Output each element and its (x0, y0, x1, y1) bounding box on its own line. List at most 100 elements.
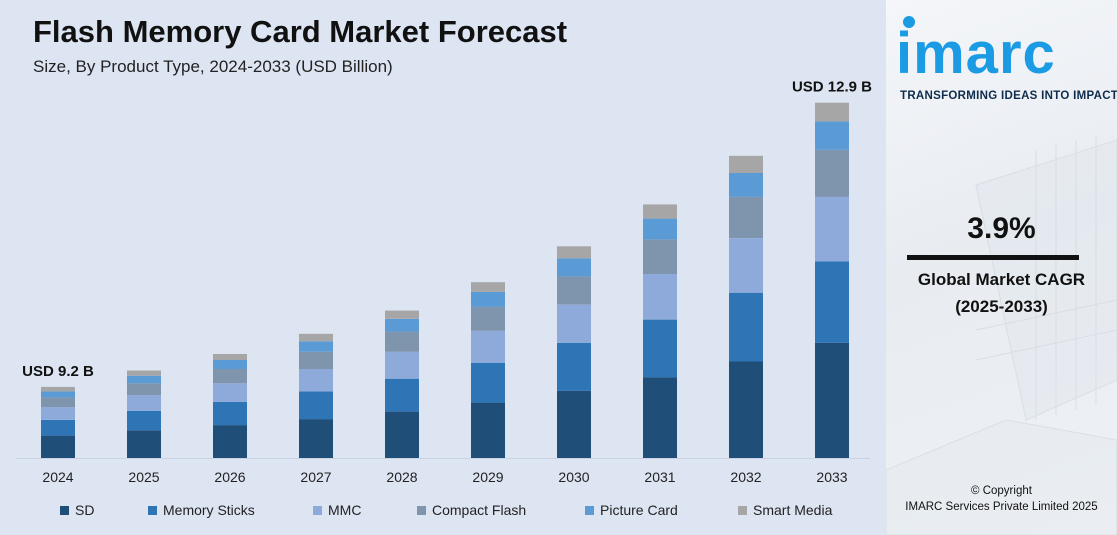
bar-segment-picture-card-2031 (643, 218, 677, 240)
bar-segment-sd-2032 (729, 361, 763, 458)
bar-segment-memory-sticks-2024 (41, 419, 75, 436)
cagr-label: Global Market CAGR (917, 270, 1086, 289)
bar-segment-memory-sticks-2025 (127, 410, 161, 431)
legend-label: SD (75, 502, 95, 518)
bar-segment-memory-sticks-2029 (471, 363, 505, 403)
bar-segment-smart-media-2031 (643, 204, 677, 219)
bar-segment-compact-flash-2032 (729, 196, 763, 238)
bar-segment-picture-card-2027 (299, 341, 333, 352)
legend-item-picture-card: Picture Card (585, 500, 678, 520)
x-tick-label-2026: 2026 (214, 469, 245, 485)
legend-item-mmc: MMC (313, 500, 361, 520)
bar-segment-smart-media-2033 (815, 102, 849, 122)
chart-panel: Flash Memory Card Market Forecast Size, … (0, 0, 886, 535)
bar-segment-smart-media-2028 (385, 310, 419, 319)
bar-segment-smart-media-2029 (471, 282, 505, 292)
chart-legend: SD Memory Sticks MMC Compact Flash Picture C… (0, 500, 886, 522)
bar-segment-sd-2024 (41, 435, 75, 458)
x-tick-label-2033: 2033 (816, 469, 847, 485)
bar-segment-sd-2033 (815, 342, 849, 458)
value-annotation-2033: USD 12.9 B (792, 79, 872, 96)
bar-segment-picture-card-2030 (557, 258, 591, 277)
bar-segment-mmc-2031 (643, 274, 677, 320)
legend-swatch (313, 505, 322, 515)
x-tick-label-2027: 2027 (300, 469, 331, 485)
legend-label: MMC (328, 502, 362, 518)
bar-segment-memory-sticks-2032 (729, 292, 763, 362)
bar-segment-memory-sticks-2028 (385, 378, 419, 412)
legend-label: Memory Sticks (163, 502, 255, 518)
bar-segment-smart-media-2030 (557, 246, 591, 259)
bar-segment-picture-card-2033 (815, 121, 849, 150)
legend-item-memory-sticks: Memory Sticks (148, 500, 255, 520)
legend-item-compact-flash: Compact Flash (417, 500, 526, 520)
bar-segment-compact-flash-2030 (557, 276, 591, 305)
logo-tagline: TRANSFORMING IDEAS INTO IMPACT (900, 90, 1117, 102)
bar-segment-compact-flash-2026 (213, 369, 247, 384)
stacked-bar-chart: 2024 USD 9.2 B 2025 2026 2027 2028 2029 2030 203… (16, 79, 872, 485)
bar-segment-sd-2027 (299, 419, 333, 458)
bar-segment-compact-flash-2029 (471, 306, 505, 331)
bar-segment-smart-media-2026 (213, 354, 247, 360)
bar-segment-smart-media-2032 (729, 155, 763, 173)
value-annotation-2024: USD 9.2 B (22, 363, 94, 380)
imarc-logo: imarc TRANSFORMING IDEAS INTO IMPACT (896, 12, 1117, 102)
company-name: IMARC Services Private Limited 2025 (905, 501, 1098, 513)
bar-segment-memory-sticks-2027 (299, 391, 333, 420)
bar-segment-picture-card-2028 (385, 318, 419, 332)
chart-title: Flash Memory Card Market Forecast (33, 14, 568, 49)
cagr-value: 3.9% (967, 212, 1036, 245)
bar-segment-smart-media-2024 (41, 386, 75, 392)
copyright-notice: © Copyright (971, 485, 1032, 497)
legend-item-smart-media: Smart Media (738, 500, 832, 520)
bar-segment-memory-sticks-2030 (557, 342, 591, 391)
bar-segment-compact-flash-2028 (385, 331, 419, 352)
cagr-divider (907, 255, 1079, 260)
logo-dot (903, 16, 915, 28)
bar-segment-picture-card-2025 (127, 375, 161, 384)
bar-segment-smart-media-2027 (299, 333, 333, 342)
bar-segment-compact-flash-2031 (643, 239, 677, 274)
bar-segment-smart-media-2025 (127, 370, 161, 376)
x-tick-label-2028: 2028 (386, 469, 417, 485)
bar-segment-sd-2030 (557, 390, 591, 458)
bar-segment-picture-card-2026 (213, 360, 247, 369)
bar-segment-mmc-2024 (41, 407, 75, 420)
bar-segment-picture-card-2032 (729, 173, 763, 197)
bar-segment-mmc-2029 (471, 330, 505, 363)
x-tick-label-2031: 2031 (644, 469, 675, 485)
bar-segment-sd-2025 (127, 430, 161, 458)
bar-segment-picture-card-2029 (471, 291, 505, 307)
bar-segment-sd-2029 (471, 402, 505, 458)
legend-swatch (585, 505, 594, 515)
bar-segment-sd-2028 (385, 411, 419, 458)
bar-segment-mmc-2030 (557, 304, 591, 343)
legend-label: Compact Flash (432, 502, 527, 518)
bar-segment-memory-sticks-2026 (213, 401, 247, 426)
bar-segment-compact-flash-2033 (815, 149, 849, 197)
bar-segment-sd-2031 (643, 377, 677, 458)
bar-segment-compact-flash-2025 (127, 383, 161, 396)
legend-swatch (60, 505, 69, 515)
legend-item-sd: SD (60, 500, 94, 520)
bar-segment-memory-sticks-2033 (815, 261, 849, 343)
legend-swatch (148, 505, 157, 515)
bar-segment-compact-flash-2027 (299, 351, 333, 369)
legend-swatch (738, 505, 747, 515)
bar-segment-memory-sticks-2031 (643, 319, 677, 378)
bar-segment-mmc-2033 (815, 196, 849, 262)
chart-subtitle: Size, By Product Type, 2024-2033 (USD Bi… (33, 57, 393, 76)
bar-segment-compact-flash-2024 (41, 397, 75, 408)
legend-swatch (417, 505, 426, 515)
cagr-period: (2025-2033) (955, 297, 1048, 316)
bar-segment-mmc-2027 (299, 369, 333, 392)
info-sidebar: imarc TRANSFORMING IDEAS INTO IMPACT 3.9… (886, 0, 1117, 535)
x-tick-label-2025: 2025 (128, 469, 159, 485)
background-chart-graphic (886, 135, 1117, 535)
bar-segment-picture-card-2024 (41, 391, 75, 398)
x-tick-label-2032: 2032 (730, 469, 761, 485)
x-tick-label-2024: 2024 (42, 469, 73, 485)
logo-wordmark: imarc (896, 21, 1056, 86)
x-tick-label-2030: 2030 (558, 469, 589, 485)
bar-segment-mmc-2032 (729, 238, 763, 293)
